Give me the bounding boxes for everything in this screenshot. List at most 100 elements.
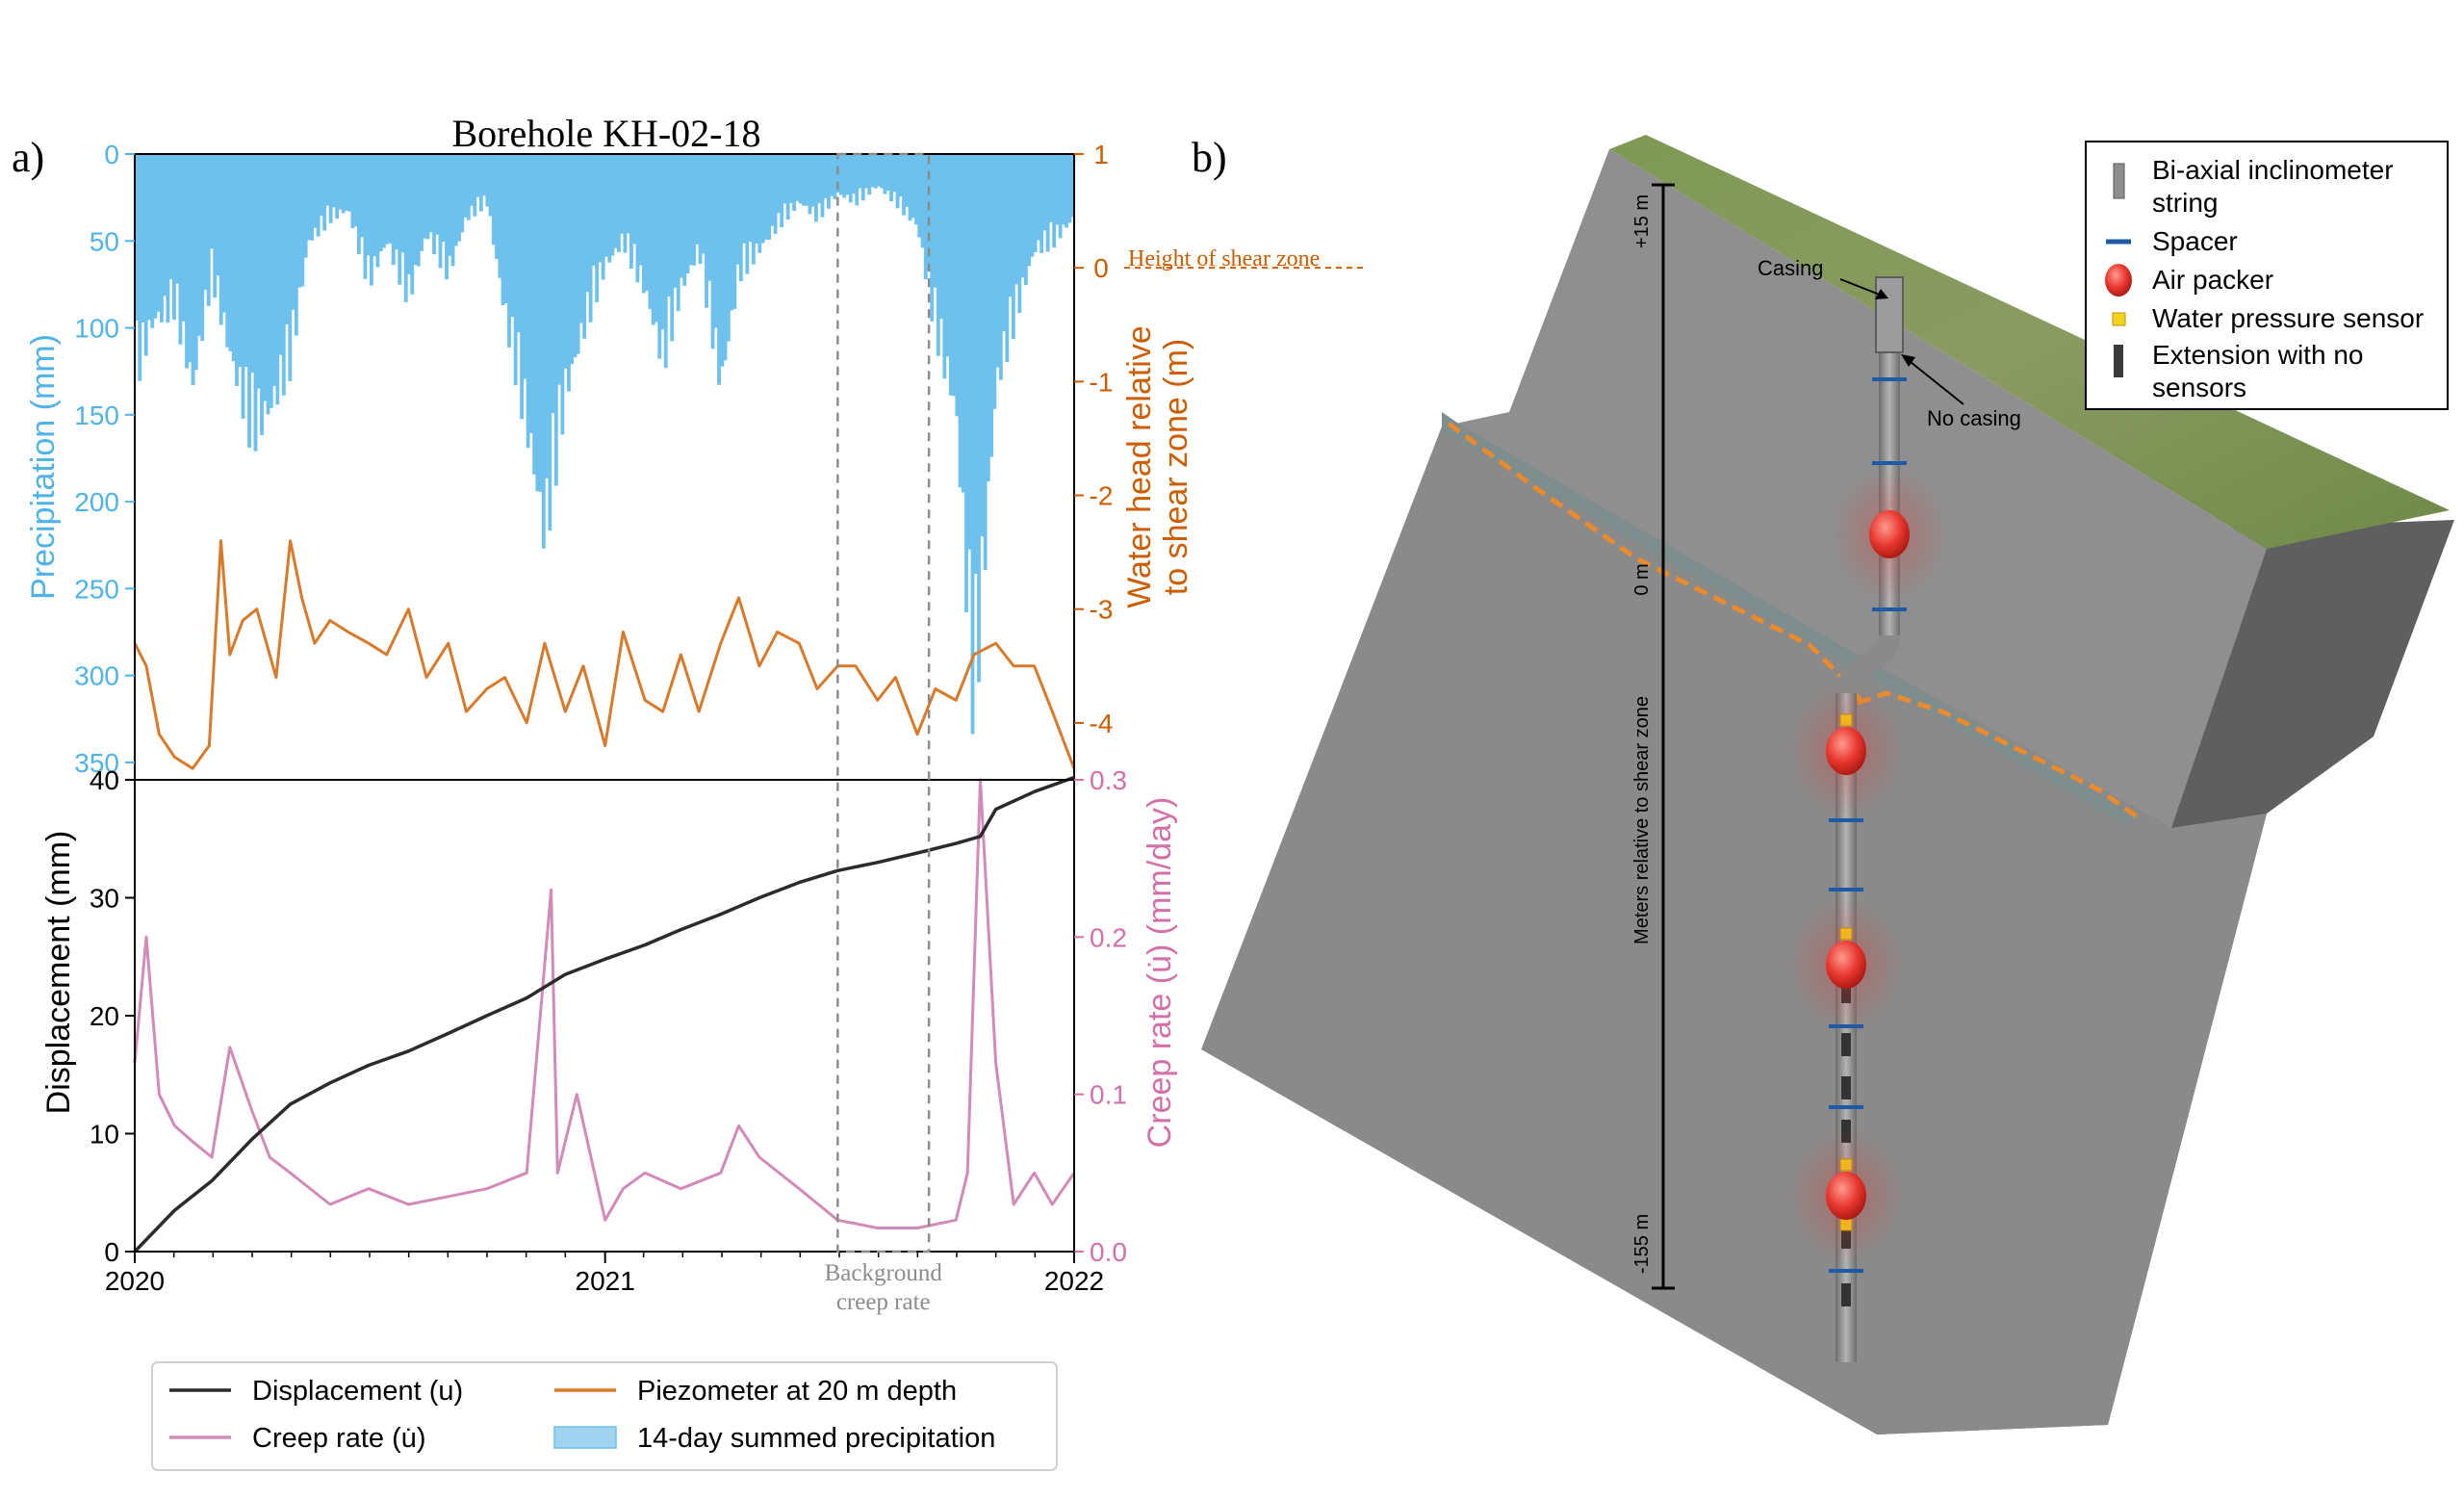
precipitation-bar xyxy=(867,154,872,195)
precipitation-bar xyxy=(958,154,962,488)
time-tick-label: 2022 xyxy=(1044,1266,1104,1296)
diagram-legend-label: Water pressure sensor xyxy=(2152,303,2424,333)
precipitation-bar xyxy=(185,154,189,369)
precipitation-bar xyxy=(579,154,583,323)
precipitation-bar xyxy=(632,154,637,245)
block-front-face-lower xyxy=(1201,426,2267,1434)
precipitation-bar xyxy=(620,154,625,234)
water-head-axis-label: Water head relativeto shear zone (m) xyxy=(1121,325,1194,608)
legend-frame xyxy=(151,1361,1058,1471)
precipitation-bar xyxy=(870,154,875,188)
precipitation-bar xyxy=(995,154,1000,368)
legend-label: 14-day summed precipitation xyxy=(637,1423,995,1454)
precipitation-bar xyxy=(460,154,465,233)
precipitation-bar xyxy=(244,154,248,367)
precipitation-bar xyxy=(792,154,797,211)
creep-tick-label: 0.3 xyxy=(1090,765,1127,795)
precipitation-bar xyxy=(945,154,950,357)
precipitation-bar xyxy=(898,154,903,197)
precipitation-bar xyxy=(203,154,208,291)
precipitation-bar xyxy=(635,154,640,283)
precipitation-bar xyxy=(191,154,195,385)
precipitation-bar xyxy=(500,154,505,305)
diagram-legend: Bi-axial inclinometer string Spacer Air pac… xyxy=(2085,141,2449,410)
precipitation-bar xyxy=(1002,154,1007,331)
precipitation-bar xyxy=(698,154,703,265)
precipitation-bar xyxy=(1020,154,1025,278)
air-packer xyxy=(1826,727,1866,775)
precipitation-bar xyxy=(306,154,311,241)
precipitation-bar xyxy=(206,154,211,306)
precipitation-bar xyxy=(654,154,658,323)
precipitation-bar xyxy=(785,154,790,220)
precipitation-bar xyxy=(545,154,550,478)
precipitation-bar xyxy=(163,154,167,297)
precipitation-bar xyxy=(667,154,671,297)
casing xyxy=(1875,276,1904,353)
precipitation-bar xyxy=(1045,154,1050,252)
precipitation-bar xyxy=(210,154,214,249)
precipitation-bar xyxy=(961,154,965,493)
precipitation-bar xyxy=(291,154,295,310)
precipitation-bar xyxy=(992,154,997,409)
precipitation-bar xyxy=(332,154,336,208)
precipitation-bar xyxy=(403,154,408,302)
precipitation-bar xyxy=(285,154,290,324)
precipitation-bar xyxy=(588,154,593,323)
precipitation-bar xyxy=(503,154,508,304)
precipitation-bar xyxy=(1008,154,1013,297)
precipitation-bar xyxy=(908,154,912,221)
panel-a-label: a) xyxy=(12,134,44,181)
precipitation-bar xyxy=(1040,154,1044,253)
precipitation-bar xyxy=(617,154,621,252)
precipitation-bar xyxy=(488,154,493,217)
precipitation-bar xyxy=(272,154,276,386)
precipitation-bar xyxy=(341,154,346,214)
precipitation-bar xyxy=(783,154,787,204)
precipitation-bar xyxy=(1023,154,1028,285)
precipitation-bar xyxy=(423,154,427,239)
water-head-tick-label: -1 xyxy=(1090,367,1114,397)
precipitation-bar xyxy=(385,154,390,245)
precipitation-bar xyxy=(977,154,981,683)
no-casing-arrow-head xyxy=(1901,354,1915,367)
precipitation-bar xyxy=(998,154,1003,380)
precipitation-bar xyxy=(660,154,665,330)
precipitation-bar xyxy=(973,154,978,574)
casing-callout: Casing xyxy=(1758,256,1888,299)
precipitation-bar xyxy=(166,154,170,323)
precipitation-bar xyxy=(473,154,477,217)
shear-zone-annotation: Height of shear zone xyxy=(1128,246,1320,271)
depth-scale: +15 m 0 m -155 m Meters relative to shea… xyxy=(1631,183,1675,1290)
precipitation-bar xyxy=(964,154,968,612)
precipitation-bar xyxy=(498,154,502,278)
precipitation-bar xyxy=(680,154,683,278)
air-packer xyxy=(1869,510,1910,558)
precipitation-bar xyxy=(701,154,706,254)
precipitation-bar xyxy=(895,154,900,209)
extension-segment xyxy=(1841,1033,1851,1056)
precipitation-axis-label: Precipitation (mm) xyxy=(25,334,62,600)
precipitation-bar xyxy=(382,154,386,248)
precipitation-bar xyxy=(541,154,546,549)
precipitation-bar xyxy=(1027,154,1032,267)
precipitation-bar xyxy=(222,154,226,313)
creep-tick-label: 0.2 xyxy=(1090,922,1127,952)
precipitation-bar xyxy=(742,154,746,244)
creep-tick-label: 0.1 xyxy=(1090,1080,1127,1110)
scale-label-top: +15 m xyxy=(1631,194,1653,248)
water-head-tick-label: 0 xyxy=(1093,253,1109,283)
displacement-tick-label: 10 xyxy=(90,1120,119,1150)
precipitation-bar xyxy=(420,154,424,251)
precipitation-bar xyxy=(310,154,315,241)
precipitation-bar xyxy=(563,154,568,369)
precipitation-bar xyxy=(905,154,910,207)
precipitation-bar xyxy=(470,154,474,206)
panel-b-label: b) xyxy=(1192,134,1227,181)
precipitation-bar xyxy=(235,154,239,386)
precipitation-bar xyxy=(705,154,708,308)
precipitation-bar xyxy=(902,154,906,216)
legend-swatch xyxy=(553,1426,617,1449)
precipitation-bar xyxy=(350,154,355,229)
air-packer xyxy=(1826,941,1866,989)
